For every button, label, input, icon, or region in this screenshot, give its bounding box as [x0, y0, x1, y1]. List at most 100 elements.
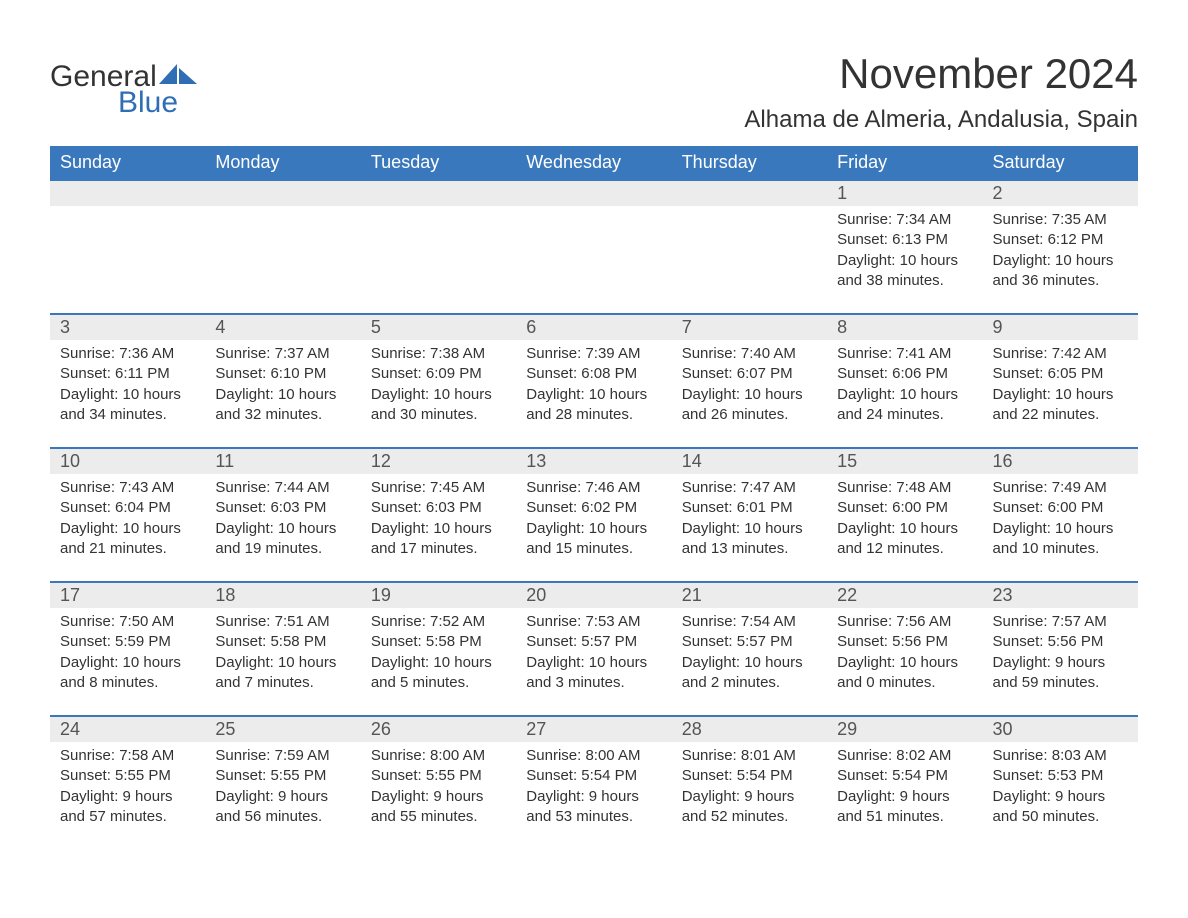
day-sunrise: Sunrise: 7:56 AM [837, 612, 972, 632]
day-number: 8 [827, 315, 982, 340]
day-sunrise: Sunrise: 7:50 AM [60, 612, 195, 632]
day-daylight1: Daylight: 10 hours [837, 519, 972, 539]
day-daylight1: Daylight: 10 hours [993, 251, 1128, 271]
day-daylight2: and 21 minutes. [60, 539, 195, 559]
day-daylight2: and 28 minutes. [526, 405, 661, 425]
day-daylight1: Daylight: 10 hours [60, 519, 195, 539]
calendar-day-cell [50, 180, 205, 314]
day-daylight1: Daylight: 10 hours [682, 385, 817, 405]
day-daylight2: and 57 minutes. [60, 807, 195, 827]
day-details [516, 206, 671, 296]
day-details: Sunrise: 7:52 AMSunset: 5:58 PMDaylight:… [361, 608, 516, 715]
day-daylight2: and 5 minutes. [371, 673, 506, 693]
day-details: Sunrise: 7:45 AMSunset: 6:03 PMDaylight:… [361, 474, 516, 581]
day-details: Sunrise: 7:58 AMSunset: 5:55 PMDaylight:… [50, 742, 205, 849]
day-daylight2: and 56 minutes. [215, 807, 350, 827]
calendar-day-cell [205, 180, 360, 314]
calendar-day-cell: 17Sunrise: 7:50 AMSunset: 5:59 PMDayligh… [50, 582, 205, 716]
calendar-day-cell: 23Sunrise: 7:57 AMSunset: 5:56 PMDayligh… [983, 582, 1138, 716]
day-daylight1: Daylight: 10 hours [526, 385, 661, 405]
day-daylight1: Daylight: 10 hours [682, 653, 817, 673]
day-details: Sunrise: 7:36 AMSunset: 6:11 PMDaylight:… [50, 340, 205, 447]
day-sunrise: Sunrise: 8:01 AM [682, 746, 817, 766]
day-daylight1: Daylight: 10 hours [60, 653, 195, 673]
day-sunrise: Sunrise: 7:53 AM [526, 612, 661, 632]
day-daylight1: Daylight: 9 hours [993, 653, 1128, 673]
day-number: 22 [827, 583, 982, 608]
calendar-day-cell: 15Sunrise: 7:48 AMSunset: 6:00 PMDayligh… [827, 448, 982, 582]
calendar-week-row: 10Sunrise: 7:43 AMSunset: 6:04 PMDayligh… [50, 448, 1138, 582]
day-sunset: Sunset: 6:08 PM [526, 364, 661, 384]
day-number: 12 [361, 449, 516, 474]
day-daylight2: and 17 minutes. [371, 539, 506, 559]
day-sunrise: Sunrise: 7:37 AM [215, 344, 350, 364]
day-details: Sunrise: 8:00 AMSunset: 5:55 PMDaylight:… [361, 742, 516, 849]
day-sunrise: Sunrise: 7:57 AM [993, 612, 1128, 632]
calendar-header-row: Sunday Monday Tuesday Wednesday Thursday… [50, 146, 1138, 180]
day-daylight1: Daylight: 10 hours [526, 653, 661, 673]
calendar-week-row: 3Sunrise: 7:36 AMSunset: 6:11 PMDaylight… [50, 314, 1138, 448]
day-header: Sunday [50, 146, 205, 180]
title-block: November 2024 Alhama de Almeria, Andalus… [744, 50, 1138, 134]
calendar-day-cell: 25Sunrise: 7:59 AMSunset: 5:55 PMDayligh… [205, 716, 360, 849]
day-sunset: Sunset: 6:00 PM [837, 498, 972, 518]
day-sunrise: Sunrise: 7:47 AM [682, 478, 817, 498]
calendar-day-cell: 26Sunrise: 8:00 AMSunset: 5:55 PMDayligh… [361, 716, 516, 849]
day-daylight1: Daylight: 10 hours [215, 385, 350, 405]
day-details: Sunrise: 8:02 AMSunset: 5:54 PMDaylight:… [827, 742, 982, 849]
day-daylight2: and 59 minutes. [993, 673, 1128, 693]
day-daylight1: Daylight: 10 hours [837, 385, 972, 405]
calendar-day-cell: 8Sunrise: 7:41 AMSunset: 6:06 PMDaylight… [827, 314, 982, 448]
day-sunrise: Sunrise: 7:54 AM [682, 612, 817, 632]
day-header: Tuesday [361, 146, 516, 180]
day-number: 1 [827, 181, 982, 206]
day-daylight2: and 15 minutes. [526, 539, 661, 559]
day-number [205, 181, 360, 206]
day-daylight1: Daylight: 10 hours [837, 653, 972, 673]
calendar-day-cell: 7Sunrise: 7:40 AMSunset: 6:07 PMDaylight… [672, 314, 827, 448]
day-daylight1: Daylight: 10 hours [837, 251, 972, 271]
day-sunrise: Sunrise: 7:58 AM [60, 746, 195, 766]
calendar-day-cell: 19Sunrise: 7:52 AMSunset: 5:58 PMDayligh… [361, 582, 516, 716]
calendar-day-cell: 28Sunrise: 8:01 AMSunset: 5:54 PMDayligh… [672, 716, 827, 849]
calendar-table: Sunday Monday Tuesday Wednesday Thursday… [50, 146, 1138, 849]
day-number: 6 [516, 315, 671, 340]
day-daylight2: and 3 minutes. [526, 673, 661, 693]
logo-text-blue: Blue [118, 86, 178, 120]
location-subtitle: Alhama de Almeria, Andalusia, Spain [744, 106, 1138, 134]
day-daylight1: Daylight: 10 hours [215, 519, 350, 539]
day-sunrise: Sunrise: 7:49 AM [993, 478, 1128, 498]
day-sunset: Sunset: 6:06 PM [837, 364, 972, 384]
day-daylight2: and 13 minutes. [682, 539, 817, 559]
calendar-day-cell: 21Sunrise: 7:54 AMSunset: 5:57 PMDayligh… [672, 582, 827, 716]
day-details: Sunrise: 7:41 AMSunset: 6:06 PMDaylight:… [827, 340, 982, 447]
day-daylight1: Daylight: 9 hours [993, 787, 1128, 807]
day-number: 27 [516, 717, 671, 742]
day-number: 2 [983, 181, 1138, 206]
calendar-week-row: 17Sunrise: 7:50 AMSunset: 5:59 PMDayligh… [50, 582, 1138, 716]
day-daylight2: and 22 minutes. [993, 405, 1128, 425]
day-daylight2: and 7 minutes. [215, 673, 350, 693]
day-sunrise: Sunrise: 7:34 AM [837, 210, 972, 230]
day-sunset: Sunset: 5:54 PM [682, 766, 817, 786]
calendar-week-row: 1Sunrise: 7:34 AMSunset: 6:13 PMDaylight… [50, 180, 1138, 314]
day-daylight1: Daylight: 9 hours [60, 787, 195, 807]
day-daylight1: Daylight: 10 hours [993, 519, 1128, 539]
day-sunrise: Sunrise: 7:45 AM [371, 478, 506, 498]
day-details: Sunrise: 7:56 AMSunset: 5:56 PMDaylight:… [827, 608, 982, 715]
calendar-day-cell: 6Sunrise: 7:39 AMSunset: 6:08 PMDaylight… [516, 314, 671, 448]
calendar-day-cell: 2Sunrise: 7:35 AMSunset: 6:12 PMDaylight… [983, 180, 1138, 314]
day-sunset: Sunset: 5:56 PM [993, 632, 1128, 652]
day-details: Sunrise: 7:34 AMSunset: 6:13 PMDaylight:… [827, 206, 982, 313]
day-daylight2: and 55 minutes. [371, 807, 506, 827]
day-daylight1: Daylight: 10 hours [371, 653, 506, 673]
day-number: 7 [672, 315, 827, 340]
day-sunset: Sunset: 6:12 PM [993, 230, 1128, 250]
day-details: Sunrise: 7:37 AMSunset: 6:10 PMDaylight:… [205, 340, 360, 447]
day-daylight2: and 19 minutes. [215, 539, 350, 559]
day-sunset: Sunset: 5:58 PM [371, 632, 506, 652]
day-sunset: Sunset: 6:03 PM [215, 498, 350, 518]
day-sunrise: Sunrise: 7:46 AM [526, 478, 661, 498]
day-number: 25 [205, 717, 360, 742]
day-number: 17 [50, 583, 205, 608]
